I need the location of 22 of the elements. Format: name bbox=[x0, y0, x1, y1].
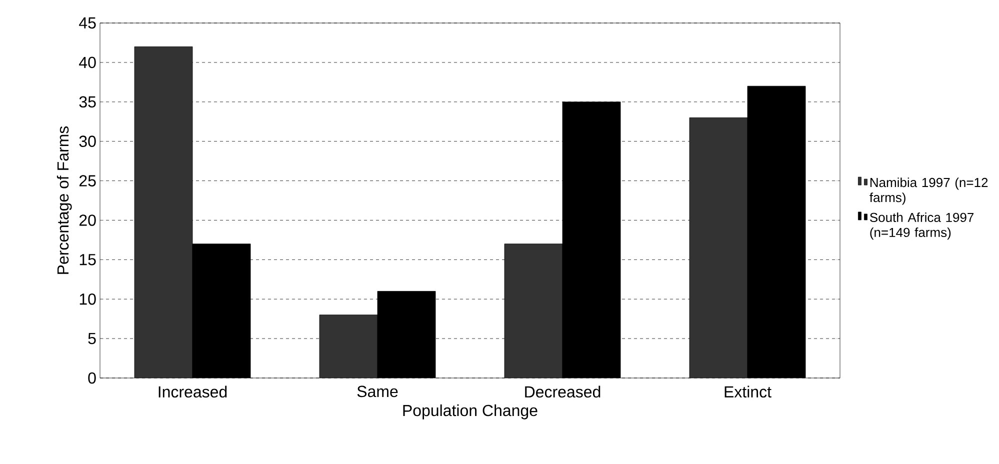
x-tick-label: Same bbox=[357, 386, 398, 398]
y-tick-label: 40 bbox=[79, 56, 96, 68]
y-axis-title: Percentage of Farms bbox=[56, 126, 72, 274]
y-tick-label: 25 bbox=[79, 175, 96, 186]
y-tick-label: 30 bbox=[79, 136, 96, 147]
x-tick-label: Increased bbox=[158, 386, 227, 398]
x-axis-title: Population Change bbox=[403, 404, 538, 420]
y-tick-label: 20 bbox=[79, 214, 96, 226]
y-tick-label: 15 bbox=[80, 254, 96, 266]
y-tick-label: 0 bbox=[88, 372, 96, 384]
legend-label: Namibia 1997 (n=12 farms) bbox=[870, 178, 988, 205]
legend-label: South Africa 1997 (n=149 farms) bbox=[870, 212, 974, 240]
y-tick-label: 5 bbox=[88, 332, 96, 344]
bar bbox=[689, 117, 748, 378]
x-tick-label: Extinct bbox=[724, 386, 772, 398]
y-tick-label: 35 bbox=[79, 96, 96, 108]
x-tick-label: Decreased bbox=[525, 386, 600, 398]
bar bbox=[504, 244, 563, 378]
y-tick-label: 10 bbox=[80, 293, 96, 305]
bar bbox=[134, 46, 193, 378]
y-tick-label: 45 bbox=[79, 17, 96, 29]
bar bbox=[319, 314, 378, 378]
